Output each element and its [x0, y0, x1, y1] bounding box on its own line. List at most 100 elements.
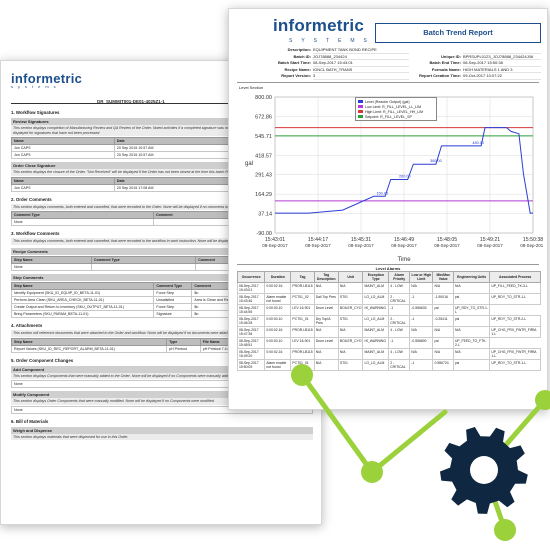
legend-swatch	[358, 100, 363, 103]
alarm-cell: 4 - LOW	[388, 348, 411, 360]
alarm-cell: UP_CHG_FRX_FWTR_FIRM-1-L	[489, 348, 541, 360]
alarm-cell: BOILER_CYO	[337, 304, 364, 316]
alarm-cell: N/A	[337, 282, 364, 294]
alarm-column-header: Engineering Units	[452, 271, 491, 283]
data-label: 260.00	[399, 175, 411, 179]
legend-item: Setpoint: R_FILL_LEVEL_SP	[358, 114, 434, 119]
legend-swatch	[358, 105, 363, 108]
alarm-cell: psi	[452, 359, 491, 371]
alarms-body: 08-Sep-2017 15:43:01 0:00:02.16 PROR.LB115…	[236, 282, 541, 371]
column-header: Comment Type	[11, 211, 154, 220]
field-value: HIGH MATERIALS 1 AND 3	[463, 67, 541, 74]
column-header: Comment Type	[153, 281, 193, 290]
alarm-cell: -1	[409, 359, 434, 371]
x-tick-label: 15:48:05	[437, 237, 457, 243]
x-axis-label: Time	[397, 257, 411, 263]
alarm-cell: -1	[409, 315, 434, 327]
alarm-cell: LO_LO_ALM	[362, 315, 390, 327]
alarm-cell: MAINT_ALM	[362, 282, 390, 294]
alarm-cell: HI_WARNING	[362, 304, 390, 316]
x-tick-date: 08-Sep-2017	[348, 243, 374, 248]
alarm-cell: 08-Sep-2017 15:46:28	[236, 315, 266, 327]
alarm-cell: 0.986724	[432, 359, 454, 371]
x-tick-date: 08-Sep-2017	[520, 243, 543, 248]
alarm-cell: psi	[432, 337, 454, 349]
alarm-cell: 0:00:02.16	[264, 326, 292, 338]
alarm-row: 08-Sep-2017 15:43:46 Alarm enable not fou…	[236, 293, 541, 305]
connector-line	[481, 397, 548, 473]
gear-hole	[470, 456, 498, 484]
column-header: Name	[11, 176, 115, 185]
alarm-cell: N/A	[313, 282, 339, 294]
header-field-row: Report Version: 3 Report Creation Time: 09-…	[237, 73, 541, 80]
field-value: 08-Sep-2017 15:43:01	[313, 60, 409, 67]
alarm-cell: N/A	[313, 326, 339, 338]
alarm-cell: 0:00:00.10	[264, 304, 292, 316]
alarm-cell: 2 - CRITICAL	[388, 293, 411, 305]
y-tick-label: 800.00	[255, 95, 272, 101]
column-header: Step Name	[10, 281, 155, 290]
table-cell	[91, 262, 197, 271]
alarm-cell: 08-Sep-2017 15:43:01	[236, 282, 266, 294]
alarm-cell: Alarm enable not found	[264, 293, 292, 305]
alarm-row: 08-Sep-2017 15:48:51 0:00:00.10 LEV 16-901…	[236, 337, 541, 349]
alarm-cell: MAINT_ALM	[362, 326, 390, 338]
table-cell: None	[10, 262, 93, 271]
section-note: This section displays completion of Manu…	[11, 125, 313, 137]
level-alarms-table: Occurrence Duration Tag Tag Description Unit…	[236, 271, 541, 371]
alarm-cell: -1	[388, 304, 411, 316]
front-divider	[237, 82, 539, 83]
field-value: 08-Sep-2017 15:50:38	[463, 60, 541, 67]
alarm-column-header: Tag	[290, 271, 315, 283]
back-document-id: DR_SUMMIT001-DE01-4025Z1-1	[97, 99, 165, 104]
alarm-cell: UP_FILL_FEED_TK-3-L	[489, 282, 541, 294]
x-tick-label: 15:50:38	[523, 237, 543, 243]
alarm-cell: Drum Level	[313, 337, 339, 349]
alarm-cell: N/A	[409, 326, 434, 338]
field-label: Description:	[287, 47, 311, 52]
field-label: Batch ID:	[293, 53, 311, 59]
alarm-row: 08-Sep-2017 15:46:28 0:00:00.10 PCT01_01 Dr…	[236, 315, 541, 327]
section-heading: 4. Attachments	[11, 322, 43, 328]
alarm-cell: UP_FEED_TO_FTK-2-L	[452, 337, 491, 349]
alarm-cell: PCT01_01	[290, 315, 315, 327]
x-tick-date: 08-Sep-2017	[477, 243, 503, 248]
y-tick-label: 672.86	[255, 114, 272, 120]
alarm-cell: N/A	[313, 348, 339, 360]
field-value: BPRSUPL0123_JOJ78888_234424J06	[463, 54, 541, 61]
series-line	[275, 127, 533, 214]
table-cell: Signature	[153, 309, 193, 318]
level-trend-chart-svg: 800.00 672.86 545.71 418.57 291.43 164.29 37.1…	[245, 95, 546, 263]
subsection-title: Weigh and Dispense	[11, 426, 313, 434]
field-label: Batch Start Time:	[277, 60, 311, 66]
section-table: Name Date Jon CAPS 20 Sep 2015 17:08 AM	[11, 176, 314, 192]
field-value	[463, 47, 541, 54]
y-tick-label: -90.00	[256, 231, 272, 237]
x-tick-date: 08-Sep-2017	[262, 243, 288, 248]
front-logo-sub: SYSTEMS	[289, 38, 376, 44]
table-cell: pH Printout	[166, 344, 201, 353]
table-cell: Jon CAPS	[11, 183, 115, 192]
x-tick-label: 15:44:17	[308, 237, 328, 243]
table-cell: Jon CAPS	[11, 144, 115, 153]
table-cell: Create Output and Return to Inventory (S…	[10, 302, 155, 311]
x-tick-label: 15:45:31	[351, 237, 371, 243]
y-tick-label: 291.43	[255, 173, 272, 179]
table-cell: Perform Area Clean (SKU_AREA_CHECK_BETA-…	[10, 295, 155, 304]
field-value: JOJ78888_234424	[313, 54, 409, 61]
alarm-cell: 4 - LOW	[388, 326, 411, 338]
alarm-column-header: Exception Type	[362, 271, 390, 283]
column-header: Comment Type	[91, 255, 197, 264]
alarm-cell: BOILER_CYO	[337, 337, 364, 349]
alarm-cell: N/A	[337, 348, 364, 360]
data-label: 480.00	[472, 141, 484, 145]
field-value: 09-Oct-2017 10:07:22	[463, 73, 541, 80]
legend-item: Low Limit: R_FILL_LEVEL_LL_LIM	[358, 104, 434, 109]
table-cell: Jon CAPS	[11, 151, 115, 160]
alarm-cell: 08-Sep-2017 15:44:55	[236, 304, 266, 316]
alarm-cell: PCT01_01	[290, 359, 315, 371]
column-header: Type	[166, 337, 201, 346]
alarms-header-row: Occurrence Duration Tag Tag Description Unit…	[236, 271, 541, 283]
level-section-label: Level Section	[239, 85, 264, 90]
alarm-row: 08-Sep-2017 15:49:20 0:00:02.16 PROR.LB115…	[236, 348, 541, 360]
